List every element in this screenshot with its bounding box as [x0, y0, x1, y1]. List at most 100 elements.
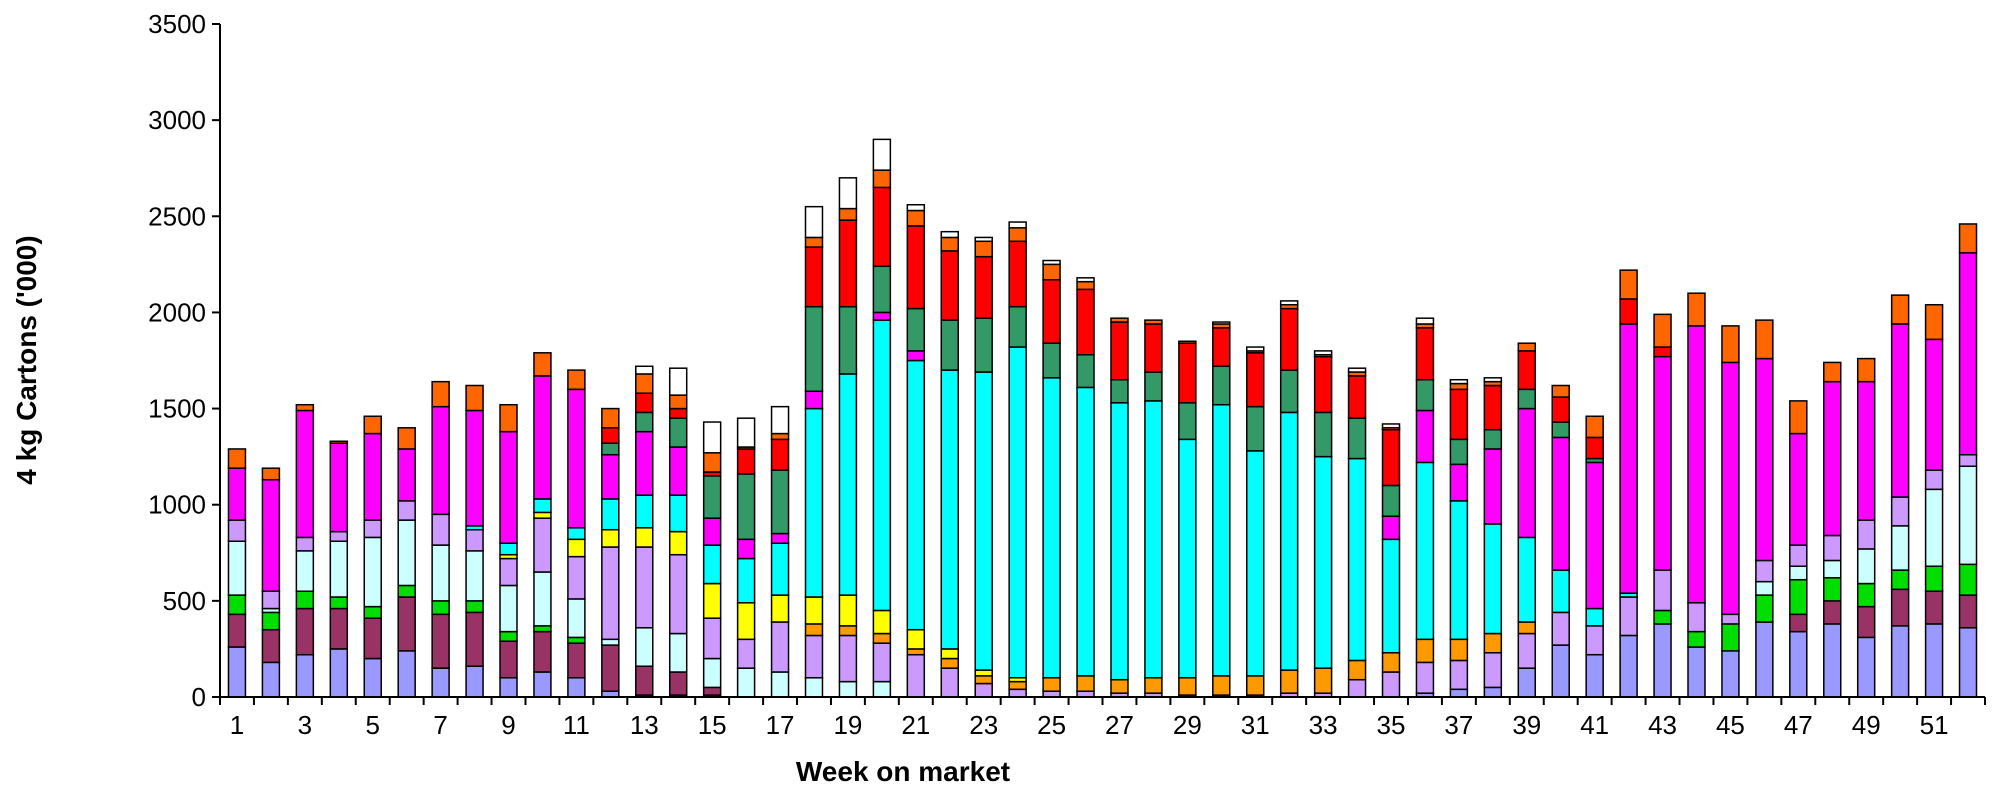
bar-segment	[635, 665, 654, 696]
bar-segment	[1721, 650, 1740, 698]
bar-segment	[906, 225, 926, 310]
bar-segment	[1823, 534, 1842, 562]
bar-segment	[499, 542, 518, 556]
bar-segment	[1924, 623, 1944, 698]
bar-segment	[1958, 627, 1978, 698]
bar-segment	[1755, 621, 1774, 698]
bar-segment	[1008, 346, 1027, 679]
bar-segment	[804, 390, 824, 410]
bar-segment	[1890, 294, 1910, 325]
bar-segment	[906, 359, 926, 631]
bar-segment	[1958, 563, 1978, 596]
bar-segment	[668, 394, 688, 410]
bar-segment	[1483, 652, 1503, 689]
bar-segment	[974, 675, 993, 685]
bar-segment	[1585, 625, 1604, 656]
x-tick-label: 35	[1377, 710, 1406, 740]
bar-segment	[1347, 678, 1367, 698]
y-tick-label: 2500	[148, 201, 206, 231]
bar-segment	[1144, 400, 1163, 679]
bar-segment	[261, 611, 281, 631]
bar-segment	[465, 409, 484, 527]
bar-segment	[1008, 688, 1027, 698]
bar-segment	[1313, 411, 1333, 458]
bar-segment	[1212, 365, 1231, 406]
bar-segment	[1144, 319, 1163, 325]
bar-segment	[533, 352, 552, 377]
bar-segment	[1076, 675, 1095, 692]
bar-segment	[1483, 448, 1503, 525]
bar-segment	[1585, 653, 1604, 698]
bar-segment	[431, 600, 450, 616]
bar-segment	[295, 653, 315, 698]
bar-segment	[1415, 661, 1435, 694]
x-tick-label: 27	[1105, 710, 1134, 740]
bar-segment	[431, 667, 450, 698]
x-tick-label: 7	[433, 710, 447, 740]
bar-segment	[1856, 605, 1876, 639]
bar-segment	[1551, 436, 1570, 571]
bar-segment	[1687, 325, 1706, 604]
bar-segment	[1517, 350, 1537, 391]
bar-segment	[1551, 384, 1570, 398]
y-tick-label: 500	[163, 586, 206, 616]
bar-segment	[1517, 342, 1537, 352]
bar-segment	[227, 519, 247, 542]
y-tick-label: 0	[192, 682, 206, 712]
x-tick-label: 17	[766, 710, 795, 740]
bar-segment	[1585, 415, 1604, 439]
bar-segment	[1856, 582, 1876, 608]
bar-segment	[1585, 436, 1604, 460]
bar-segment	[465, 528, 484, 552]
bar-segment	[1517, 667, 1537, 698]
bar-segment	[499, 403, 518, 433]
bar-segment	[872, 642, 892, 683]
x-tick-label: 47	[1784, 710, 1813, 740]
bar-segment	[940, 667, 959, 698]
bar-segment	[804, 305, 824, 393]
bar-segment	[1619, 634, 1638, 698]
bar-segment	[702, 517, 722, 546]
bar-segment	[702, 544, 722, 585]
bar-segment	[1178, 402, 1197, 441]
bar-segment	[227, 646, 247, 698]
bar-segment	[1924, 469, 1944, 491]
bar-segment	[1789, 432, 1808, 546]
bar-segment	[1178, 340, 1197, 344]
bar-segment	[1449, 463, 1469, 502]
bar-segment	[295, 590, 315, 610]
x-tick-label: 41	[1580, 710, 1609, 740]
bar-segment	[872, 138, 892, 171]
bar-segment	[974, 669, 993, 677]
bar-segment	[1856, 519, 1876, 550]
bar-segment	[227, 467, 247, 521]
bar-segment	[1449, 659, 1469, 691]
bar-segment	[736, 473, 756, 541]
bar-segment	[1958, 594, 1978, 629]
bar-segment	[1517, 621, 1537, 635]
bar-segment	[1246, 675, 1265, 696]
bar-segment	[702, 421, 722, 454]
bar-segment	[635, 373, 654, 394]
bar-segment	[601, 528, 620, 548]
bar-segment	[1890, 569, 1910, 591]
bar-segment	[1008, 227, 1027, 243]
bar-segment	[940, 369, 959, 650]
bar-segment	[1483, 632, 1503, 654]
bar-segment	[1279, 307, 1299, 371]
bar-segment	[1653, 355, 1672, 571]
bar-segment	[838, 373, 858, 596]
bar-segment	[567, 527, 586, 541]
bar-segment	[1551, 611, 1570, 646]
bar-segment	[363, 536, 382, 608]
bar-segment	[329, 530, 349, 542]
bar-segment	[736, 417, 756, 448]
bar-segment	[804, 634, 824, 679]
bar-segment	[940, 230, 959, 239]
bar-segment	[1856, 636, 1876, 698]
bar-segment	[1347, 367, 1367, 373]
bar-segment	[1890, 525, 1910, 571]
bar-segment	[295, 403, 315, 412]
bar-segment	[1008, 305, 1027, 348]
bar-segment	[770, 469, 790, 535]
